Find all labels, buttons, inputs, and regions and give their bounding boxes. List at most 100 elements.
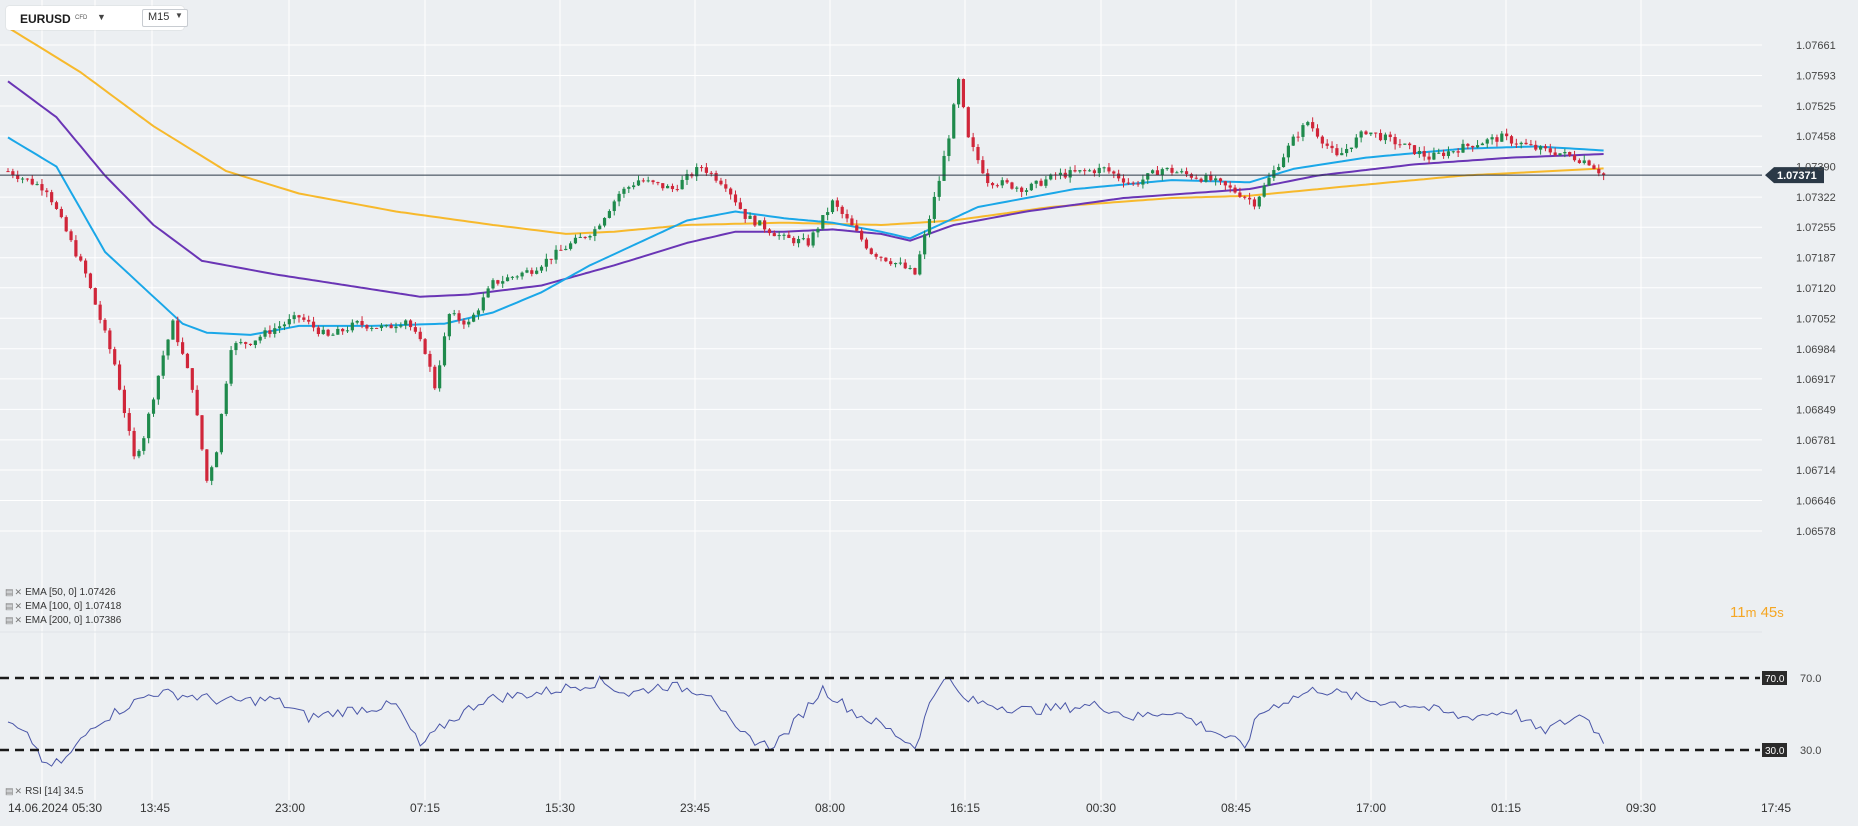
candle-body <box>1155 170 1160 176</box>
candle-body <box>210 467 214 481</box>
timeframe-label: M15 <box>148 11 170 23</box>
candle-body <box>176 320 180 343</box>
candle-body <box>767 229 772 234</box>
timeframe-select[interactable]: M15 ▼ <box>142 9 188 27</box>
settings-icon[interactable]: ▤ <box>5 786 14 796</box>
time-tick-label: 08:45 <box>1221 801 1251 815</box>
candle-body <box>205 449 209 481</box>
rsi-path <box>7 675 1605 767</box>
candle-body <box>1349 147 1354 149</box>
candle-body <box>379 325 384 329</box>
candle-body <box>602 217 607 226</box>
candle-body <box>908 268 912 270</box>
candle-body <box>719 180 723 185</box>
candle-body <box>1456 151 1460 153</box>
time-tick-label: 05:30 <box>72 801 102 815</box>
candle-body <box>709 172 713 174</box>
candle-body <box>1087 170 1092 172</box>
candle-body <box>893 263 898 265</box>
candle-body <box>1160 169 1164 176</box>
candle-body <box>1543 146 1548 149</box>
legend-ema50[interactable]: ▤✕ EMA [50, 0] 1.07426 <box>5 587 116 598</box>
candle-body <box>423 339 427 354</box>
legend-value: 1.07426 <box>79 587 116 598</box>
candle-body <box>1121 178 1126 183</box>
candle-body <box>1034 180 1038 184</box>
candle-body <box>743 208 747 219</box>
candle-body <box>515 276 519 278</box>
candle-body <box>6 171 10 173</box>
price-axis: 1.07661 1.07593 1.07525 1.07458 1.07390 1.073… <box>1796 40 1836 538</box>
candle-body <box>588 236 592 238</box>
candle-body <box>889 261 893 265</box>
candle-body <box>520 272 524 277</box>
candle-body <box>1587 160 1591 166</box>
candle-body <box>1534 144 1538 150</box>
candle-body <box>651 180 655 183</box>
legend-ema200[interactable]: ▤✕ EMA [200, 0] 1.07386 <box>5 615 121 626</box>
candle-body <box>1209 175 1213 181</box>
settings-icon[interactable]: ▤ <box>5 601 14 611</box>
candle-body <box>1112 171 1116 174</box>
candle-body <box>350 322 354 331</box>
candle-body <box>758 220 762 226</box>
candle-body <box>88 273 93 289</box>
price-tick-label: 1.07255 <box>1796 222 1836 234</box>
candle-body <box>704 167 708 173</box>
candle-body <box>1495 137 1499 142</box>
close-icon[interactable]: ✕ <box>14 615 23 625</box>
candle-body <box>166 339 170 356</box>
candle-body <box>1403 143 1407 145</box>
candle-body <box>195 389 199 416</box>
candle-body <box>680 179 684 190</box>
settings-icon[interactable]: ▤ <box>5 587 14 597</box>
candle-body <box>1146 173 1150 180</box>
candle-body <box>1408 143 1412 146</box>
close-icon[interactable]: ✕ <box>14 786 23 796</box>
close-icon[interactable]: ✕ <box>14 601 23 611</box>
symbol-selector[interactable]: EURUSD CFD ▼ M15 ▼ <box>6 6 188 30</box>
candle-body <box>1335 148 1339 156</box>
candle-body <box>122 389 126 414</box>
candle-body <box>244 342 248 344</box>
candle-body <box>399 325 403 327</box>
candle-body <box>763 220 767 230</box>
candle-body <box>142 438 146 451</box>
candle-body <box>25 178 29 180</box>
candle-body <box>898 262 902 264</box>
price-tick-label: 1.06917 <box>1796 374 1836 386</box>
candle-body <box>1170 167 1174 173</box>
price-tick-label: 1.07458 <box>1796 131 1836 143</box>
candle-body <box>1553 152 1557 156</box>
candle-body <box>1010 182 1014 189</box>
candle-body <box>384 324 388 326</box>
candle-body <box>811 232 815 246</box>
candle-body <box>11 171 15 176</box>
time-tick-label: 23:00 <box>275 801 305 815</box>
rsi-level-tag-label: 70.0 <box>1765 674 1785 685</box>
caret-down-icon[interactable]: ▼ <box>97 12 106 22</box>
candle-body <box>830 200 835 213</box>
candle-body <box>1359 131 1363 138</box>
candle-body <box>777 235 781 237</box>
candle-body <box>879 256 883 258</box>
close-icon[interactable]: ✕ <box>14 587 23 597</box>
legend-ema100[interactable]: ▤✕ EMA [100, 0] 1.07418 <box>5 601 121 612</box>
candle-body <box>1102 167 1106 169</box>
candle-body <box>447 314 451 337</box>
candle-body <box>772 233 776 237</box>
price-tick-label: 1.07525 <box>1796 101 1836 113</box>
settings-icon[interactable]: ▤ <box>5 615 14 625</box>
candle-body <box>321 329 325 335</box>
legend-label: EMA [50, 0] <box>25 587 77 598</box>
candle-body <box>355 321 359 323</box>
candle-body <box>1378 132 1383 141</box>
candle-body <box>539 266 544 271</box>
candle-body <box>268 330 272 334</box>
legend-rsi[interactable]: ▤✕ RSI [14] 34.5 <box>5 786 83 797</box>
candle-body <box>1529 144 1533 146</box>
candles <box>6 77 1606 486</box>
candle-body <box>1592 165 1596 169</box>
candle-body <box>132 430 136 457</box>
